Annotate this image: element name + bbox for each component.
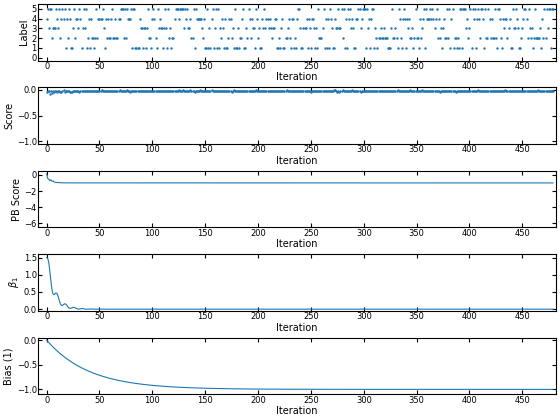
Y-axis label: $\beta_1$: $\beta_1$ xyxy=(7,277,21,289)
Y-axis label: Bias (1): Bias (1) xyxy=(4,347,14,385)
Y-axis label: Label: Label xyxy=(18,19,29,45)
X-axis label: Iteration: Iteration xyxy=(277,323,318,333)
X-axis label: Iteration: Iteration xyxy=(277,239,318,249)
Y-axis label: PB Score: PB Score xyxy=(12,178,22,220)
X-axis label: Iteration: Iteration xyxy=(277,406,318,416)
X-axis label: Iteration: Iteration xyxy=(277,156,318,166)
X-axis label: Iteration: Iteration xyxy=(277,72,318,82)
Y-axis label: Score: Score xyxy=(4,102,14,129)
